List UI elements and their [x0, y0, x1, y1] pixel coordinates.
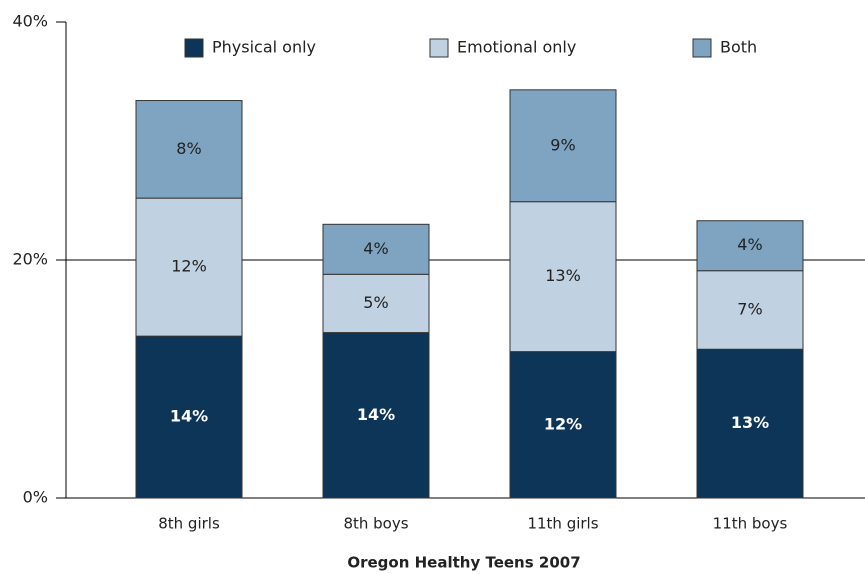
x-tick-label: 8th girls	[158, 515, 220, 533]
data-label: 7%	[737, 299, 762, 318]
data-label: 14%	[170, 407, 208, 426]
legend-label: Emotional only	[457, 38, 576, 57]
bar-segment	[135, 335, 243, 499]
data-label: 14%	[357, 405, 395, 424]
bar-segment	[322, 332, 430, 499]
data-label: 13%	[731, 413, 769, 432]
bar-segment	[509, 351, 617, 499]
y-tick-label: 40%	[12, 12, 48, 31]
bar-segment	[322, 223, 430, 275]
x-tick-label: 8th boys	[343, 515, 408, 533]
x-axis-title: Oregon Healthy Teens 2007	[347, 554, 580, 572]
data-label: 9%	[550, 135, 575, 154]
legend-swatch	[184, 38, 204, 58]
bar-segment	[322, 273, 430, 334]
y-tick-label: 20%	[12, 250, 48, 269]
legend-label: Both	[720, 38, 757, 57]
x-tick-label: 11th boys	[713, 515, 788, 533]
bar-segment	[509, 89, 617, 203]
bar-segment	[696, 220, 804, 272]
data-label: 12%	[544, 414, 582, 433]
data-label: 13%	[545, 266, 581, 285]
data-label: 8%	[176, 139, 201, 158]
data-label: 5%	[363, 293, 388, 312]
data-label: 12%	[171, 257, 207, 276]
x-tick-label: 11th girls	[527, 515, 598, 533]
bar-segment	[509, 201, 617, 353]
bar-segment	[135, 100, 243, 199]
data-label: 4%	[737, 235, 762, 254]
y-tick-label: 0%	[23, 488, 48, 507]
legend-swatch	[692, 38, 712, 58]
legend-label: Physical only	[212, 38, 316, 57]
bar-segment	[696, 270, 804, 350]
data-label: 4%	[363, 239, 388, 258]
legend-swatch	[429, 38, 449, 58]
bar-segment	[135, 197, 243, 337]
